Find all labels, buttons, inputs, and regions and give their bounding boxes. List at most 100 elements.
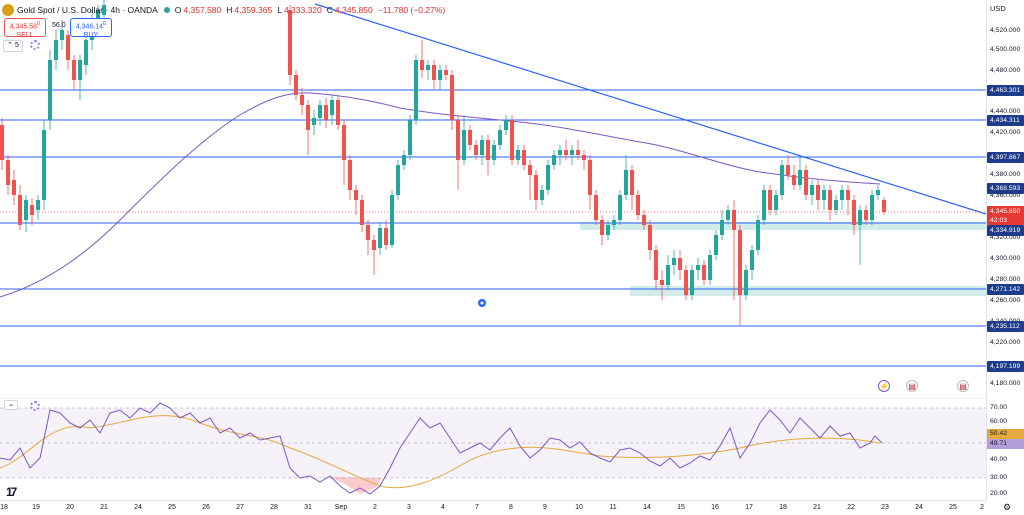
candle-body [822, 190, 826, 200]
candle-body [642, 215, 646, 225]
candle-body [432, 65, 436, 80]
rsi-collapse-button[interactable]: ⌄ [4, 400, 18, 410]
time-tick: 28 [270, 504, 278, 511]
candle-body [12, 180, 16, 195]
trendline[interactable] [314, 3, 986, 215]
candle-body [714, 235, 718, 255]
candle-body [426, 65, 430, 70]
rsi-oversold-fill [330, 477, 382, 494]
rsi-ma-value-label: 49.71 [987, 439, 1024, 449]
candle-body [546, 165, 550, 190]
close-key: C [326, 5, 333, 15]
candle-body [318, 105, 322, 118]
candle-body [810, 185, 814, 195]
candle-body [858, 210, 862, 225]
candle-body [600, 220, 604, 235]
candle-body [720, 220, 724, 235]
indicator-count: 5 [14, 42, 19, 49]
candle-body [882, 200, 886, 212]
time-tick: 8 [509, 504, 513, 511]
candle-body [402, 155, 406, 165]
candle-body [36, 200, 40, 210]
level-label: 4,197.199 [987, 361, 1024, 372]
price-tick: 4,180.000 [990, 380, 1021, 387]
candle-countdown: 42:03 [990, 217, 1008, 224]
candle-body [762, 190, 766, 220]
candle-body [624, 170, 628, 195]
buy-label: BUY [83, 32, 99, 40]
rsi-pane[interactable] [0, 398, 986, 500]
buy-button[interactable]: 4,346.140 BUY [70, 18, 112, 40]
candle-body [96, 10, 100, 20]
candle-body [696, 265, 700, 270]
candle-body [414, 60, 418, 120]
close-value: 4,345.850 [334, 5, 373, 15]
candle-body [594, 195, 598, 220]
candle-body [612, 220, 616, 225]
candle-body [552, 155, 556, 165]
rsi-loading-icon [30, 401, 40, 411]
high-value: 4,359.365 [234, 5, 273, 15]
time-tick: 16 [711, 504, 719, 511]
symbol-legend: Gold Spot / U.S. Dollar · 4h · OANDA O 4,… [2, 3, 450, 17]
candle-body [420, 60, 424, 70]
candle-body [396, 165, 400, 195]
candle-body [60, 30, 64, 40]
sell-price: 4,345.58 [9, 23, 37, 31]
candle-body [750, 250, 754, 270]
price-tick: 4,280.000 [990, 276, 1021, 283]
candle-body [732, 210, 736, 230]
flag-icon[interactable]: ▤ [906, 380, 918, 392]
symbol-title[interactable]: Gold Spot / U.S. Dollar · 4h · OANDA [17, 5, 158, 15]
price-axis[interactable] [986, 0, 1024, 500]
candle-body [570, 150, 574, 155]
time-tick: 26 [202, 504, 210, 511]
candle-body [504, 120, 508, 130]
open-key: O [174, 5, 182, 15]
gear-icon[interactable]: ⚙ [1003, 502, 1012, 512]
candle-body [390, 195, 394, 245]
time-tick: 25 [949, 504, 957, 511]
candle-body [450, 75, 454, 120]
candle-body [342, 125, 346, 160]
lightning-icon[interactable]: ⚡ [878, 380, 890, 392]
candle-body [48, 60, 52, 120]
current-price-label: 4,345.850 42:03 [987, 206, 1024, 225]
candle-body [366, 225, 370, 240]
candle-body [540, 190, 544, 200]
candle-body [354, 190, 358, 200]
indicator-toggle-button[interactable]: ⌃ 5 [3, 40, 23, 52]
candle-body [648, 225, 652, 250]
candle-body [288, 10, 292, 75]
candle-body [468, 130, 472, 145]
price-chart[interactable] [0, 0, 986, 500]
rsi-tick: 30.00 [990, 474, 1008, 481]
candle-body [768, 190, 772, 210]
time-axis[interactable] [0, 500, 986, 515]
support-zone-lower [630, 286, 986, 296]
candle-body [660, 280, 664, 285]
price-tick: 4,320.000 [990, 234, 1021, 241]
time-tick: 14 [643, 504, 651, 511]
time-tick: 17 [745, 504, 753, 511]
candle-body [306, 105, 310, 130]
candle-body [636, 195, 640, 215]
flag-icon[interactable]: ▤ [957, 380, 969, 392]
support-zone-upper [580, 222, 986, 230]
candle-body [24, 200, 28, 220]
rsi-tick: 60.00 [990, 418, 1008, 425]
low-key: L [277, 5, 282, 15]
sell-label: SELL [16, 32, 34, 40]
currency-label: USD [990, 4, 1006, 13]
price-tick: 4,260.000 [990, 297, 1021, 304]
candle-body [336, 100, 340, 125]
level-label: 4,368.593 [987, 183, 1024, 194]
moving-average-line [0, 92, 881, 298]
candle-body [780, 165, 784, 195]
price-tick: 4,480.000 [990, 67, 1021, 74]
sell-button[interactable]: 4,345.580 SELL [4, 18, 46, 40]
rsi-value-label: 50.42 [987, 429, 1024, 439]
time-tick: 2 [373, 504, 377, 511]
level-label: 4,271.142 [987, 284, 1024, 295]
